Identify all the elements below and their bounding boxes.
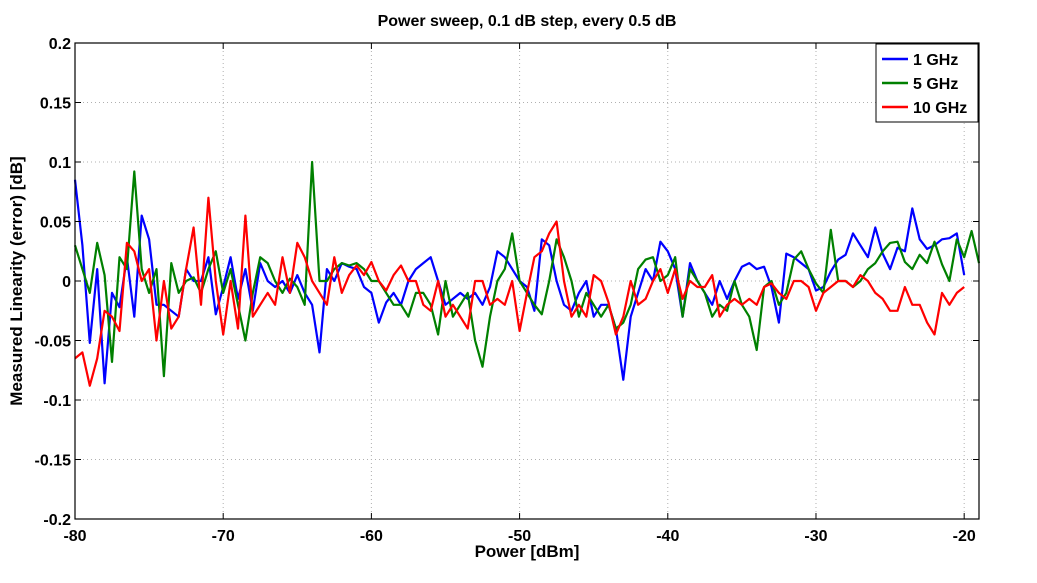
legend-label-1-ghz: 1 GHz [913,52,958,69]
y-tick-label: 0 [62,274,71,291]
legend-label-10-ghz: 10 GHz [913,100,967,117]
y-tick-label: 0.15 [40,96,71,113]
x-tick-label: -50 [508,528,531,545]
y-tick-labels: -0.2 -0.15 -0.1 -0.05 0 0.05 0.1 0.15 0.2 [35,36,72,529]
y-tick-label: -0.15 [35,453,72,470]
x-axis-label: Power [dBm] [475,542,580,561]
x-tick-label: -30 [804,528,827,545]
series-line-10-ghz [74,196,965,387]
y-tick-label: -0.1 [43,393,71,410]
x-tick-labels: -80 -70 -60 -50 -40 -30 -20 [63,528,975,545]
chart-title: Power sweep, 0.1 dB step, every 0.5 dB [378,13,677,30]
y-tick-label: 0.05 [40,215,71,232]
y-tick-label: -0.05 [35,334,72,351]
gridlines [75,43,979,519]
y-tick-label: 0.2 [49,36,71,53]
x-tick-label: -40 [656,528,679,545]
legend-label-5-ghz: 5 GHz [913,76,958,93]
y-tick-label: -0.2 [43,512,71,529]
series-lines [73,160,981,387]
y-tick-label: 0.1 [49,155,71,172]
x-tick-label: -70 [212,528,235,545]
x-tick-label: -60 [360,528,383,545]
y-axis-label: Measured Linearity (error) [dB] [7,156,26,405]
legend: 1 GHz 5 GHz 10 GHz [875,43,979,123]
x-tick-label: -80 [63,528,86,545]
x-tick-label: -20 [953,528,976,545]
